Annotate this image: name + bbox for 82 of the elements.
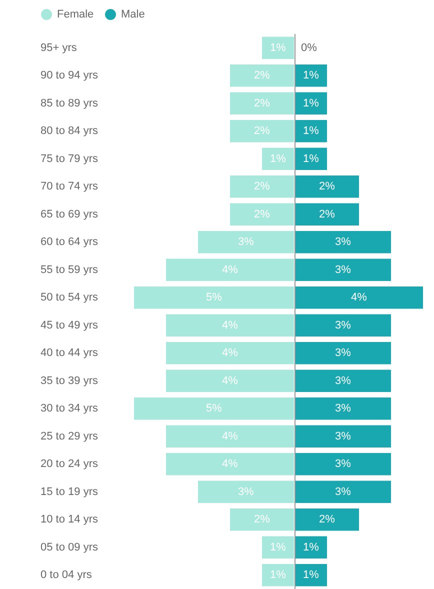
bar [134, 286, 294, 309]
y-tick-label: 90 to 94 yrs [40, 70, 98, 82]
bar [198, 480, 294, 503]
bar [230, 120, 294, 142]
data-label: 3% [335, 458, 352, 470]
bar [230, 176, 294, 198]
data-label: 3% [335, 402, 352, 415]
y-tick-label: 70 to 74 yrs [40, 180, 98, 193]
data-label: 1% [303, 125, 320, 138]
data-label: 1% [270, 569, 286, 582]
bar [262, 536, 294, 558]
data-label: 1% [270, 541, 286, 554]
bar [230, 64, 294, 87]
data-label: 4% [222, 430, 238, 442]
data-label: 4% [222, 264, 238, 276]
data-label: 4% [222, 319, 238, 332]
bar [262, 36, 294, 59]
y-tick-label: 65 to 69 yrs [40, 208, 98, 220]
bar [166, 258, 294, 281]
bar [230, 203, 294, 226]
data-label: 3% [335, 486, 352, 498]
data-label: 4% [222, 458, 238, 470]
data-label: 3% [335, 319, 352, 332]
data-label: 4% [222, 374, 238, 387]
y-tick-label: 10 to 14 yrs [40, 514, 98, 526]
data-label: 1% [303, 70, 320, 82]
data-label: 1% [303, 152, 320, 165]
data-label: 1% [303, 97, 320, 110]
y-tick-label: 55 to 59 yrs [40, 264, 98, 276]
data-label: 3% [335, 264, 352, 276]
data-label: 5% [206, 292, 222, 304]
data-label: 1% [303, 569, 320, 582]
data-label: 5% [206, 402, 222, 415]
data-label: 2% [254, 70, 270, 82]
bar [166, 370, 294, 392]
y-tick-label: 95+ yrs [40, 42, 78, 54]
data-label: 3% [335, 374, 352, 387]
y-tick-label: 80 to 84 yrs [40, 125, 98, 138]
y-tick-label: 20 to 24 yrs [40, 458, 98, 470]
data-label: 1% [270, 42, 286, 54]
bar [166, 453, 294, 476]
legend-label: Female [57, 8, 94, 21]
data-label: 4% [351, 292, 368, 304]
y-tick-label: 05 to 09 yrs [40, 541, 98, 554]
data-label: 2% [254, 180, 270, 193]
data-label: 2% [254, 208, 270, 220]
data-label: 2% [254, 125, 270, 138]
y-tick-label: 15 to 19 yrs [40, 486, 98, 498]
data-label: 2% [319, 180, 336, 193]
data-label: 3% [335, 236, 352, 248]
y-tick-label: 85 to 89 yrs [40, 97, 98, 110]
bar [198, 231, 294, 254]
y-tick-label: 50 to 54 yrs [40, 292, 98, 304]
data-label: 3% [335, 347, 352, 360]
legend-label: Male [121, 8, 145, 21]
bar [166, 425, 294, 448]
bar [262, 564, 294, 586]
bar [262, 148, 294, 170]
data-label: 4% [222, 347, 238, 360]
data-label: 3% [238, 236, 254, 248]
y-tick-label: 0 to 04 yrs [40, 569, 92, 582]
bar [134, 398, 294, 420]
y-tick-label: 40 to 44 yrs [40, 347, 98, 360]
y-tick-label: 30 to 34 yrs [40, 402, 98, 415]
data-label: 2% [254, 514, 270, 526]
y-tick-label: 75 to 79 yrs [40, 152, 98, 165]
data-label: 2% [319, 208, 336, 220]
bar [230, 92, 294, 114]
y-tick-label: 35 to 39 yrs [40, 374, 98, 387]
bar [230, 508, 294, 531]
y-tick-label: 60 to 64 yrs [40, 236, 98, 248]
data-label: 1% [303, 541, 320, 554]
y-tick-label: 25 to 29 yrs [40, 430, 98, 442]
data-label: 2% [254, 97, 270, 110]
y-tick-label: 45 to 49 yrs [40, 319, 98, 332]
data-label: 1% [270, 152, 286, 165]
bar [166, 314, 294, 336]
data-label: 2% [319, 514, 336, 526]
bar [166, 342, 294, 364]
data-label: 0% [301, 42, 318, 54]
data-label: 3% [238, 486, 254, 498]
data-label: 3% [335, 430, 352, 442]
